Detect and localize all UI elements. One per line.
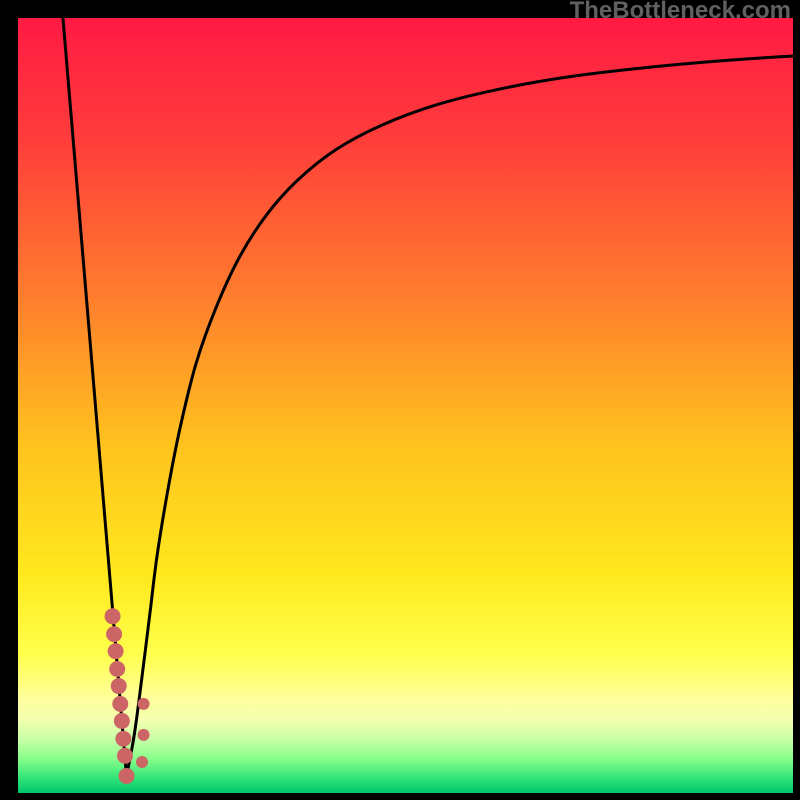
marker-right-2 [136,756,148,768]
plot-area [18,18,793,793]
right-curve [127,56,794,776]
chart-container: TheBottleneck.com [0,0,800,800]
marker-vertex [119,768,135,784]
marker-right-0 [138,698,150,710]
curves-layer [18,18,793,793]
marker-left-7 [115,731,131,747]
marker-left-0 [105,608,121,624]
watermark-text: TheBottleneck.com [570,0,791,25]
marker-left-6 [114,713,130,729]
marker-left-2 [108,643,124,659]
marker-left-8 [117,748,133,764]
marker-left-5 [112,696,128,712]
marker-right-1 [138,729,150,741]
marker-left-4 [111,678,127,694]
marker-left-1 [106,626,122,642]
marker-left-3 [109,661,125,677]
